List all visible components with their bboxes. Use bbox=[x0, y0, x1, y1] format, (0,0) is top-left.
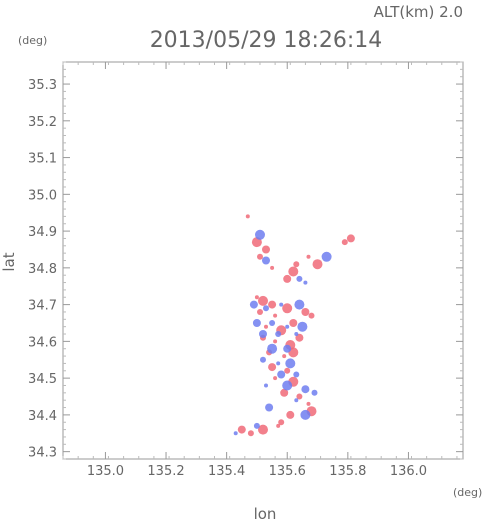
y-tick-label: 35.2 bbox=[28, 115, 57, 130]
positive-echo-point bbox=[273, 376, 278, 381]
negative-echo-point bbox=[297, 321, 308, 332]
positive-echo-point bbox=[276, 423, 281, 428]
positive-echo-point bbox=[280, 388, 289, 397]
positive-echo-point bbox=[258, 295, 268, 306]
negative-echo-point bbox=[285, 358, 296, 369]
negative-echo-point bbox=[252, 319, 261, 327]
negative-echo-point bbox=[263, 305, 269, 312]
positive-echo-point bbox=[237, 425, 246, 434]
positive-echo-point bbox=[288, 266, 299, 277]
positive-echo-point bbox=[258, 424, 268, 435]
negative-echo-point bbox=[300, 409, 311, 420]
negative-echo-point bbox=[275, 331, 282, 337]
y-tick-labels: 34.3 34.4 34.5 34.6 34.7 34.8 34.9 35.0 35.1 35.2… bbox=[28, 78, 57, 461]
x-axis-label: lon bbox=[254, 505, 277, 521]
negative-echo-point bbox=[260, 356, 266, 363]
positive-echo-point bbox=[270, 265, 275, 270]
positive-echo-point bbox=[257, 253, 263, 260]
negative-echo-point bbox=[283, 344, 292, 353]
negative-echo-point bbox=[259, 330, 267, 338]
positive-echo-point bbox=[273, 339, 278, 344]
negative-echo-point bbox=[296, 275, 303, 282]
x-tick-label: 135.6 bbox=[269, 464, 306, 479]
positive-echo-point bbox=[247, 430, 254, 437]
positive-echo-point bbox=[295, 333, 304, 342]
x-tick-label: 136.0 bbox=[390, 464, 427, 479]
y-tick-label: 34.3 bbox=[28, 446, 57, 461]
echo-points bbox=[233, 214, 355, 437]
positive-echo-point bbox=[289, 319, 298, 327]
positive-echo-point bbox=[296, 393, 303, 400]
negative-echo-point bbox=[269, 320, 276, 326]
negative-echo-point bbox=[264, 383, 268, 388]
positive-echo-point bbox=[254, 295, 259, 300]
negative-echo-point bbox=[293, 371, 300, 378]
positive-echo-point bbox=[286, 410, 295, 419]
positive-echo-point bbox=[264, 324, 268, 329]
positive-echo-point bbox=[262, 245, 270, 254]
positive-echo-point bbox=[273, 313, 278, 318]
positive-echo-point bbox=[308, 312, 315, 319]
y-tick-label: 34.9 bbox=[28, 225, 57, 240]
chart-title: 2013/05/29 18:26:14 bbox=[150, 28, 383, 53]
positive-echo-point bbox=[282, 354, 287, 359]
negative-echo-point bbox=[294, 332, 299, 336]
positive-echo-point bbox=[284, 367, 291, 374]
negative-echo-point bbox=[282, 380, 293, 391]
y-tick-label: 34.5 bbox=[28, 372, 57, 387]
x-tick-label: 135.4 bbox=[208, 464, 245, 479]
x-tick-labels: 135.0 135.2 135.4 135.6 135.8 136.0 bbox=[87, 464, 427, 479]
positive-echo-point bbox=[306, 401, 311, 406]
negative-echo-point bbox=[301, 385, 310, 394]
positive-echo-point bbox=[312, 259, 323, 270]
positive-echo-point bbox=[257, 309, 263, 315]
positive-echo-point bbox=[301, 308, 310, 316]
positive-echo-point bbox=[268, 363, 277, 372]
y-tick-label: 34.7 bbox=[28, 299, 57, 314]
negative-echo-point bbox=[311, 389, 318, 396]
negative-echo-point bbox=[294, 398, 299, 403]
y-tick-label: 35.3 bbox=[28, 78, 57, 93]
negative-echo-point bbox=[255, 229, 265, 240]
x-tick-label: 135.8 bbox=[329, 464, 366, 479]
positive-echo-point bbox=[346, 234, 355, 243]
y-tick-label: 34.6 bbox=[28, 335, 57, 350]
negative-echo-point bbox=[267, 343, 278, 354]
negative-echo-point bbox=[279, 302, 284, 307]
negative-echo-point bbox=[277, 370, 286, 379]
y-tick-label: 35.1 bbox=[28, 152, 57, 167]
x-tick-label: 135.2 bbox=[147, 464, 184, 479]
y-unit-label: (deg) bbox=[18, 34, 47, 47]
negative-echo-point bbox=[249, 300, 258, 309]
negative-echo-point bbox=[253, 422, 260, 429]
positive-echo-point bbox=[268, 300, 277, 309]
y-tick-label: 35.0 bbox=[28, 188, 57, 203]
negative-echo-point bbox=[285, 324, 290, 329]
positive-echo-point bbox=[278, 419, 285, 426]
negative-echo-point bbox=[276, 361, 281, 366]
positive-echo-point bbox=[293, 261, 300, 268]
y-tick-label: 34.4 bbox=[28, 409, 57, 424]
x-unit-label: (deg) bbox=[453, 486, 482, 499]
altitude-label: ALT(km) 2.0 bbox=[374, 3, 463, 21]
negative-echo-point bbox=[265, 403, 274, 412]
positive-echo-point bbox=[283, 274, 292, 283]
negative-echo-point bbox=[262, 256, 270, 265]
y-tick-label: 34.8 bbox=[28, 262, 57, 277]
positive-echo-point bbox=[282, 303, 293, 314]
positive-echo-point bbox=[306, 254, 311, 259]
tick-marks bbox=[62, 61, 463, 460]
x-tick-label: 135.0 bbox=[87, 464, 124, 479]
y-axis-label: lat bbox=[0, 252, 18, 271]
negative-echo-point bbox=[233, 431, 238, 436]
negative-echo-point bbox=[303, 280, 308, 285]
positive-echo-point bbox=[341, 239, 348, 246]
positive-echo-point bbox=[245, 214, 250, 219]
negative-echo-point bbox=[294, 299, 305, 310]
negative-echo-point bbox=[321, 251, 332, 262]
